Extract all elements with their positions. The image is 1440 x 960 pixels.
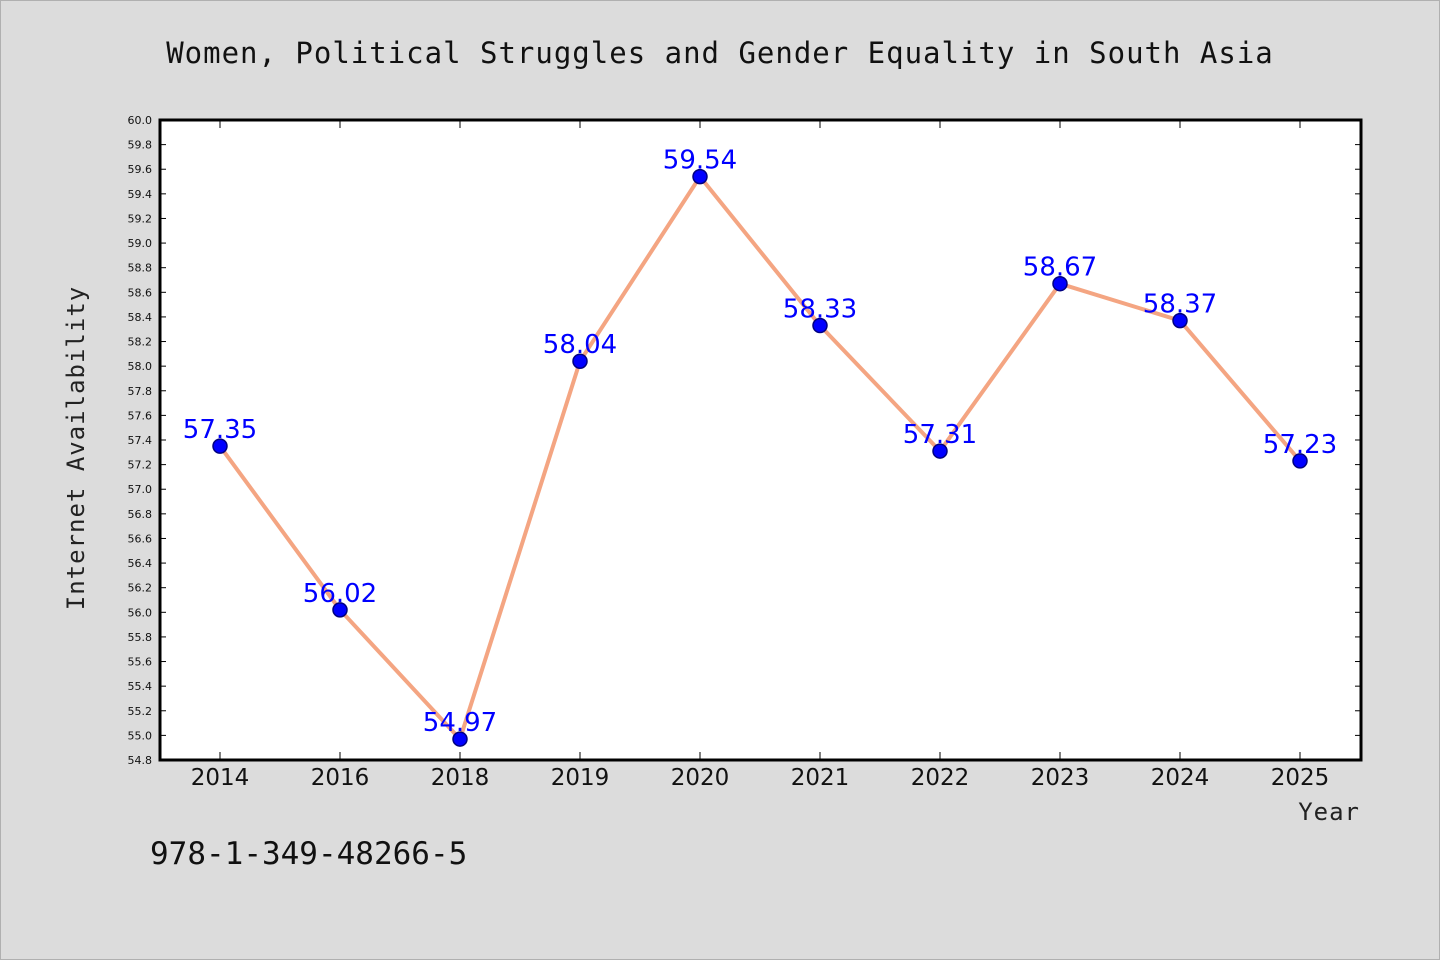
y-tick-label: 56.4	[128, 557, 153, 570]
data-label: 54.97	[423, 708, 497, 738]
y-tick-label: 58.4	[128, 311, 153, 324]
y-axis-label: Internet Availability	[62, 286, 90, 610]
y-tick-label: 55.4	[128, 680, 153, 693]
y-tick-label: 58.2	[128, 336, 153, 349]
x-tick-label: 2025	[1271, 765, 1330, 791]
x-tick-label: 2019	[551, 765, 610, 791]
data-label: 58.04	[543, 330, 617, 360]
y-tick-label: 56.0	[128, 606, 153, 619]
data-label: 57.35	[183, 415, 257, 445]
y-tick-label: 56.8	[128, 508, 153, 521]
data-point	[572, 353, 588, 369]
data-point	[1052, 275, 1068, 292]
x-tick-label: 2018	[431, 765, 490, 791]
x-tick-label: 2016	[311, 765, 370, 791]
data-point	[452, 731, 468, 747]
y-tick-label: 57.2	[128, 459, 153, 472]
data-point	[212, 438, 228, 454]
data-point	[692, 168, 708, 185]
x-tick-label: 2021	[791, 765, 850, 791]
y-tick-label: 55.6	[128, 656, 153, 669]
y-tick-label: 57.8	[128, 385, 153, 398]
x-tick-label: 2022	[911, 765, 970, 791]
chart-title: Women, Political Struggles and Gender Eq…	[166, 36, 1274, 70]
y-tick-label: 59.2	[128, 212, 153, 225]
y-tick-label: 59.8	[128, 139, 153, 152]
y-tick-label: 58.0	[128, 360, 153, 373]
data-label: 59.54	[663, 146, 737, 176]
y-tick-label: 55.8	[128, 631, 153, 644]
data-label: 58.33	[783, 295, 857, 325]
data-point	[1292, 453, 1308, 469]
y-tick-label: 55.0	[128, 729, 153, 742]
data-label: 57.23	[1263, 430, 1337, 460]
series-line	[218, 174, 1302, 742]
y-tick-label: 59.4	[128, 188, 153, 201]
plot-area	[160, 120, 1361, 760]
data-point	[1172, 312, 1188, 329]
data-label: 58.67	[1023, 253, 1097, 283]
isbn-text: 978-1-349-48266-5	[150, 836, 467, 872]
y-tick-label: 58.8	[128, 262, 153, 275]
data-point	[332, 602, 348, 618]
data-label: 58.37	[1143, 290, 1217, 320]
y-tick-label: 57.0	[128, 483, 153, 496]
y-axis: 54.8 55.0 55.2 55.4 55.6 55.8 56.0 56.2 56.4 56.6…	[128, 114, 1361, 767]
data-markers	[212, 168, 1308, 747]
data-point	[932, 443, 948, 459]
y-tick-label: 60.0	[128, 114, 153, 127]
y-tick-label: 57.6	[128, 409, 153, 422]
x-axis-label: Year	[1298, 798, 1360, 826]
plot-frame	[158, 118, 1363, 762]
y-tick-label: 56.6	[128, 532, 153, 545]
y-tick-label: 56.2	[128, 582, 153, 595]
x-tick-label: 2023	[1031, 765, 1090, 791]
y-tick-label: 57.4	[128, 434, 153, 447]
data-label: 57.31	[903, 420, 977, 450]
y-tick-label: 55.2	[128, 705, 153, 718]
data-point	[812, 317, 828, 334]
data-label: 56.02	[303, 579, 377, 609]
y-tick-label: 59.6	[128, 163, 153, 176]
x-tick-label: 2020	[671, 765, 730, 791]
y-tick-label: 59.0	[128, 237, 153, 250]
x-tick-label: 2024	[1151, 765, 1210, 791]
y-tick-label: 58.6	[128, 286, 153, 299]
data-labels: 57.35 56.02 54.97 58.04 59.54 58.33 57.31 58.67…	[183, 146, 1337, 738]
x-axis: 2014 2016 2018 2019 2020 2021 2022 2023 2024 2025	[191, 120, 1330, 791]
y-tick-label: 54.8	[128, 754, 153, 767]
x-tick-label: 2014	[191, 765, 250, 791]
